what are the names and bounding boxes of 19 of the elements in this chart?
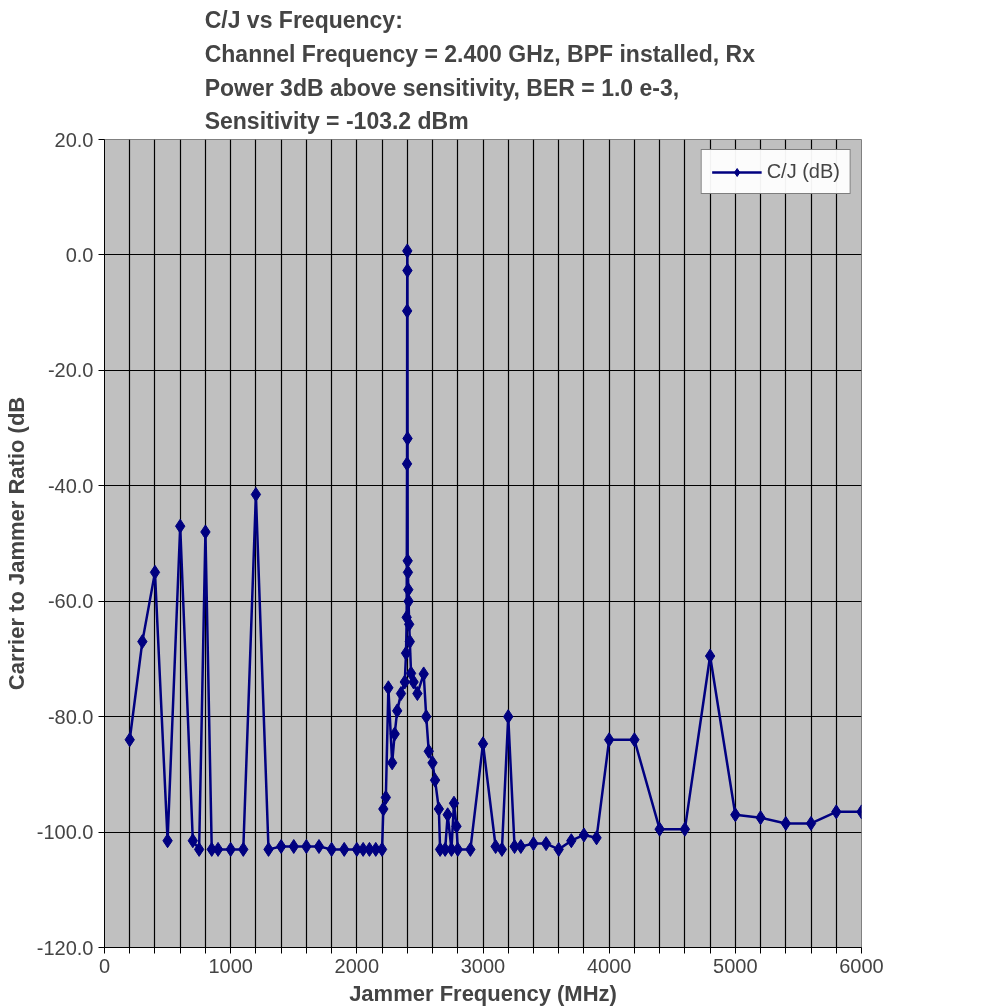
x-axis-title: Jammer Frequency (MHz) <box>349 980 617 1006</box>
y-tick-label: -40.0 <box>47 474 94 497</box>
x-tick-label: 5000 <box>713 954 758 977</box>
x-tick-label: 4000 <box>586 954 632 977</box>
y-tick-label: -20.0 <box>47 359 94 382</box>
x-tick-label: 6000 <box>839 954 884 977</box>
y-tick-label: -100.0 <box>36 821 94 844</box>
x-tick-label: 3000 <box>460 954 506 977</box>
legend-label: C/J (dB) <box>766 160 840 183</box>
y-axis-title: Carrier to Jammer Ratio (dB <box>3 396 29 691</box>
y-tick-label: 0.0 <box>65 243 94 266</box>
x-tick-label: 2000 <box>334 954 380 977</box>
y-tick-label: 20.0 <box>54 128 94 151</box>
y-tick-label: -80.0 <box>47 705 94 728</box>
x-tick-label: 1000 <box>208 954 253 977</box>
y-tick-label: -60.0 <box>47 590 94 613</box>
y-tick-label: -120.0 <box>36 936 94 959</box>
x-tick-label: 0 <box>98 954 111 977</box>
chart-title: C/J vs Frequency: Channel Frequency = 2.400 GHz, BPF installed, Rx Power 3dB above sensitivity, BER = 1.0 e-3, Sensitivity = -103.2 dBm <box>204 7 756 135</box>
